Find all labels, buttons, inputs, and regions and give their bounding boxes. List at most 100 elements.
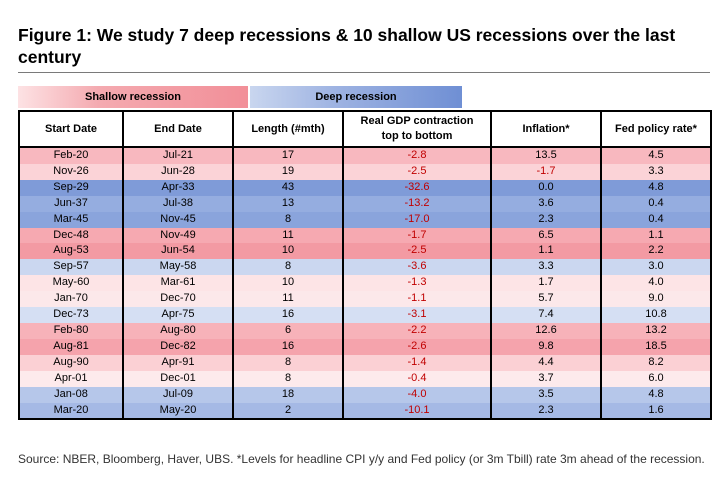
cell-length: 11 <box>232 291 344 308</box>
legend-shallow-recession: Shallow recession <box>18 86 248 108</box>
header-length: Length (#mth) <box>232 110 344 148</box>
cell-gdp-contraction: -2.5 <box>342 243 492 260</box>
table-row: Dec-73 Apr-75 16 -3.1 7.4 10.8 <box>18 307 712 323</box>
cell-inflation: 0.0 <box>490 179 602 196</box>
cell-start-date: Dec-73 <box>18 307 124 323</box>
legend-deep-label: Deep recession <box>315 91 397 103</box>
cell-end-date: Mar-61 <box>122 275 234 292</box>
cell-gdp-contraction: -17.0 <box>342 211 492 228</box>
cell-end-date: Apr-75 <box>122 307 234 323</box>
cell-fed-rate: 1.6 <box>600 402 712 421</box>
cell-inflation: 3.5 <box>490 386 602 403</box>
cell-gdp-contraction: -2.8 <box>342 147 492 164</box>
cell-fed-rate: 1.1 <box>600 227 712 244</box>
cell-gdp-contraction: -3.1 <box>342 307 492 323</box>
cell-end-date: Dec-01 <box>122 370 234 387</box>
source-note: Source: NBER, Bloomberg, Haver, UBS. *Le… <box>18 452 705 466</box>
cell-fed-rate: 18.5 <box>600 338 712 355</box>
cell-inflation: 3.7 <box>490 370 602 387</box>
legend-deep-recession: Deep recession <box>250 86 462 108</box>
cell-fed-rate: 6.0 <box>600 370 712 387</box>
table-row: Aug-90 Apr-91 8 -1.4 4.4 8.2 <box>18 354 712 371</box>
cell-start-date: Jan-08 <box>18 386 124 403</box>
cell-inflation: 3.3 <box>490 259 602 276</box>
header-inflation: Inflation* <box>490 110 602 148</box>
cell-length: 8 <box>232 259 344 276</box>
cell-gdp-contraction: -1.1 <box>342 291 492 308</box>
cell-end-date: Jul-21 <box>122 147 234 164</box>
cell-length: 16 <box>232 307 344 323</box>
cell-end-date: Jul-38 <box>122 195 234 212</box>
cell-fed-rate: 10.8 <box>600 307 712 323</box>
cell-start-date: Apr-01 <box>18 370 124 387</box>
header-gdp-contraction: Real GDP contraction top to bottom <box>342 110 492 148</box>
cell-fed-rate: 3.0 <box>600 259 712 276</box>
cell-end-date: Nov-49 <box>122 227 234 244</box>
cell-inflation: 2.3 <box>490 211 602 228</box>
recession-table: Start Date End Date Length (#mth) Real G… <box>18 110 712 421</box>
cell-end-date: May-58 <box>122 259 234 276</box>
cell-end-date: Jul-09 <box>122 386 234 403</box>
title-divider <box>18 72 710 73</box>
cell-gdp-contraction: -32.6 <box>342 179 492 196</box>
cell-end-date: Jun-54 <box>122 243 234 260</box>
cell-inflation: 13.5 <box>490 147 602 164</box>
cell-length: 8 <box>232 370 344 387</box>
cell-start-date: Dec-48 <box>18 227 124 244</box>
cell-length: 6 <box>232 322 344 339</box>
cell-length: 10 <box>232 275 344 292</box>
table-header: Start Date End Date Length (#mth) Real G… <box>18 110 712 148</box>
cell-end-date: Dec-70 <box>122 291 234 308</box>
cell-end-date: Apr-33 <box>122 179 234 196</box>
cell-fed-rate: 4.8 <box>600 179 712 196</box>
cell-fed-rate: 13.2 <box>600 322 712 339</box>
cell-inflation: 4.4 <box>490 354 602 371</box>
cell-end-date: May-20 <box>122 402 234 421</box>
table-row: Mar-20 May-20 2 -10.1 2.3 1.6 <box>18 402 712 421</box>
cell-length: 8 <box>232 354 344 371</box>
cell-fed-rate: 2.2 <box>600 243 712 260</box>
legend-shallow-label: Shallow recession <box>85 91 181 103</box>
cell-gdp-contraction: -0.4 <box>342 370 492 387</box>
cell-fed-rate: 4.8 <box>600 386 712 403</box>
cell-length: 8 <box>232 211 344 228</box>
table-row: Jan-70 Dec-70 11 -1.1 5.7 9.0 <box>18 291 712 308</box>
cell-end-date: Aug-80 <box>122 322 234 339</box>
cell-gdp-contraction: -2.6 <box>342 338 492 355</box>
cell-start-date: Aug-90 <box>18 354 124 371</box>
cell-start-date: Jun-37 <box>18 195 124 212</box>
table-row: Feb-20 Jul-21 17 -2.8 13.5 4.5 <box>18 147 712 164</box>
table-row: Nov-26 Jun-28 19 -2.5 -1.7 3.3 <box>18 163 712 180</box>
cell-fed-rate: 4.5 <box>600 147 712 164</box>
cell-fed-rate: 0.4 <box>600 195 712 212</box>
cell-fed-rate: 4.0 <box>600 275 712 292</box>
cell-gdp-contraction: -1.3 <box>342 275 492 292</box>
cell-length: 19 <box>232 163 344 180</box>
cell-start-date: Sep-29 <box>18 179 124 196</box>
header-start-date: Start Date <box>18 110 124 148</box>
cell-end-date: Dec-82 <box>122 338 234 355</box>
cell-length: 17 <box>232 147 344 164</box>
cell-end-date: Apr-91 <box>122 354 234 371</box>
cell-fed-rate: 8.2 <box>600 354 712 371</box>
cell-inflation: -1.7 <box>490 163 602 180</box>
table-row: Sep-29 Apr-33 43 -32.6 0.0 4.8 <box>18 179 712 196</box>
header-end-date: End Date <box>122 110 234 148</box>
cell-end-date: Nov-45 <box>122 211 234 228</box>
cell-inflation: 5.7 <box>490 291 602 308</box>
cell-length: 2 <box>232 402 344 421</box>
cell-inflation: 1.1 <box>490 243 602 260</box>
cell-gdp-contraction: -3.6 <box>342 259 492 276</box>
cell-start-date: Sep-57 <box>18 259 124 276</box>
cell-length: 16 <box>232 338 344 355</box>
table-row: Sep-57 May-58 8 -3.6 3.3 3.0 <box>18 259 712 276</box>
cell-start-date: Aug-53 <box>18 243 124 260</box>
table-row: Aug-81 Dec-82 16 -2.6 9.8 18.5 <box>18 338 712 355</box>
cell-start-date: Jan-70 <box>18 291 124 308</box>
cell-start-date: Aug-81 <box>18 338 124 355</box>
table-row: May-60 Mar-61 10 -1.3 1.7 4.0 <box>18 275 712 292</box>
cell-gdp-contraction: -1.4 <box>342 354 492 371</box>
table-row: Jan-08 Jul-09 18 -4.0 3.5 4.8 <box>18 386 712 403</box>
cell-length: 43 <box>232 179 344 196</box>
cell-fed-rate: 0.4 <box>600 211 712 228</box>
